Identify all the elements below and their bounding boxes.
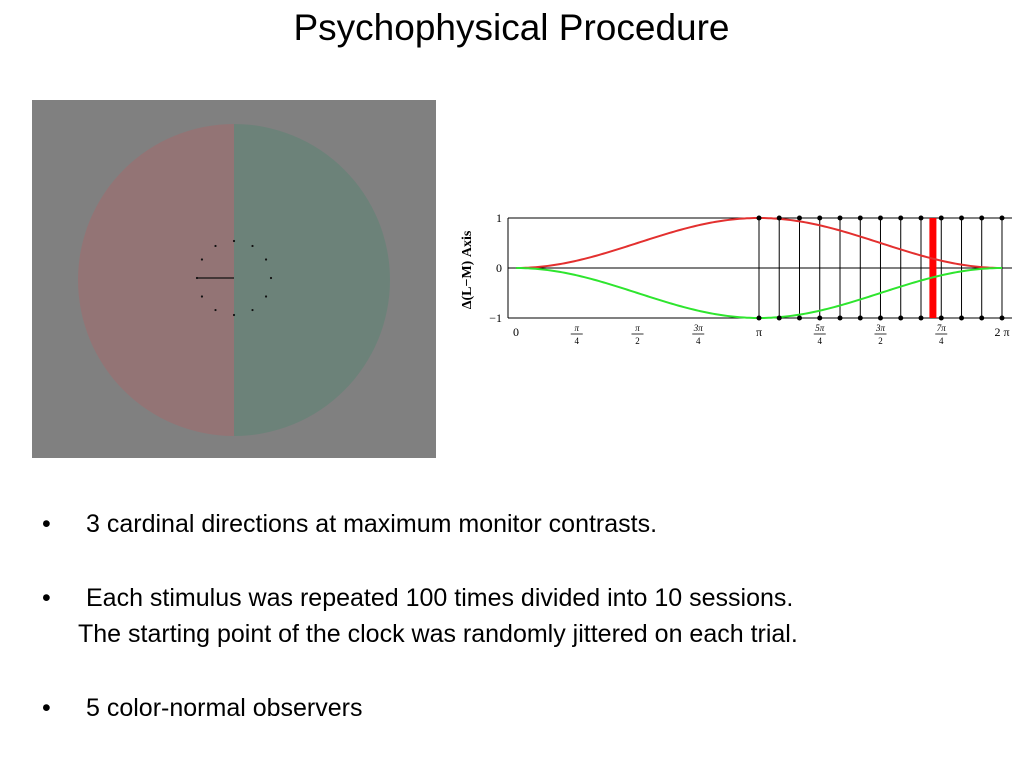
sample-dot (999, 315, 1005, 321)
svg-text:2: 2 (878, 336, 883, 346)
y-tick-label: 1 (496, 211, 502, 225)
svg-text:5π: 5π (815, 323, 825, 333)
sample-dot (776, 315, 782, 321)
stimulus-right-half (234, 124, 390, 436)
sample-dot (857, 315, 863, 321)
bullet-marker: • (42, 510, 51, 538)
sample-dot (898, 215, 904, 221)
bullet-text: 3 cardinal directions at maximum monitor… (86, 510, 658, 538)
sample-dot (979, 315, 985, 321)
svg-text:2 π: 2 π (994, 325, 1009, 339)
y-tick-label: −1 (489, 311, 502, 325)
clock-dot (264, 258, 268, 261)
clock-dot (251, 244, 254, 248)
y-tick-label: 0 (496, 261, 502, 275)
sample-dot (877, 215, 883, 221)
y-axis-ticks: 1 0 −1 (489, 211, 502, 325)
svg-text:3π: 3π (875, 323, 886, 333)
clock-dot (251, 308, 254, 312)
clock-dot (200, 295, 204, 298)
clock-dot (214, 244, 217, 248)
bullet-item: • Each stimulus was repeated 100 times di… (42, 580, 1002, 652)
stimulus-image (32, 100, 436, 458)
y-axis-label: Δ(L−M) Axis (460, 230, 475, 309)
svg-text:4: 4 (575, 336, 580, 346)
sample-dot (857, 215, 863, 221)
svg-text:π: π (574, 323, 579, 333)
x-tick-label: 0 (513, 325, 519, 339)
clock-dot (264, 295, 268, 298)
clock-dot (232, 313, 236, 317)
sample-dot (938, 315, 944, 321)
bullet-text: 5 color-normal observers (86, 694, 363, 722)
sample-dot (979, 215, 985, 221)
sample-dot (918, 315, 924, 321)
sample-dot (837, 215, 843, 221)
x-tick-label: 2 π (994, 325, 1009, 339)
stimulus-left-half (78, 124, 234, 436)
x-tick-label: 5π4 (813, 323, 826, 346)
sample-dot (877, 315, 883, 321)
x-tick-label: 3π2 (874, 323, 887, 346)
highlight-bar-group (929, 218, 937, 318)
sample-dots (756, 215, 1005, 321)
sample-dot (796, 315, 802, 321)
bullet-item: • 5 color-normal observers (42, 690, 1002, 726)
sample-dot (999, 215, 1005, 221)
sample-dot (898, 315, 904, 321)
bullet-item: • 3 cardinal directions at maximum monito… (42, 506, 1002, 542)
sample-dot (817, 215, 823, 221)
svg-text:π: π (756, 325, 762, 339)
clock-dot (200, 258, 204, 261)
clock-face (195, 239, 273, 317)
svg-text:7π: 7π (937, 323, 947, 333)
x-tick-label: π (756, 325, 762, 339)
svg-text:4: 4 (818, 336, 823, 346)
x-tick-label: 7π4 (935, 323, 948, 346)
highlight-bar (929, 218, 937, 318)
sample-dot (837, 315, 843, 321)
x-tick-label: 3π4 (692, 323, 705, 346)
sample-dot (959, 315, 965, 321)
bullet-marker: • (42, 694, 51, 722)
clock-dot (214, 308, 217, 312)
svg-text:2: 2 (635, 336, 640, 346)
svg-text:3π: 3π (693, 323, 704, 333)
sample-dot (959, 215, 965, 221)
svg-text:0: 0 (513, 325, 519, 339)
svg-text:4: 4 (939, 336, 944, 346)
bullet-text: The starting point of the clock was rand… (78, 620, 798, 648)
slide-title: Psychophysical Procedure (293, 7, 730, 48)
sample-lines (758, 218, 1003, 318)
bullet-text: Each stimulus was repeated 100 times div… (86, 584, 794, 612)
x-tick-label: π2 (631, 323, 644, 346)
sample-dot (776, 215, 782, 221)
bullet-marker: • (42, 584, 51, 612)
sample-dot (756, 215, 762, 221)
sample-dot (756, 315, 762, 321)
svg-text:π: π (635, 323, 640, 333)
clock-dot (269, 276, 273, 280)
clock-dot (232, 239, 236, 243)
x-tick-label: π4 (570, 323, 583, 346)
sample-dot (796, 215, 802, 221)
svg-text:4: 4 (696, 336, 701, 346)
sample-dot (938, 215, 944, 221)
sample-dot (817, 315, 823, 321)
bullet-list: • 3 cardinal directions at maximum monito… (42, 506, 1002, 726)
sample-dot (918, 215, 924, 221)
